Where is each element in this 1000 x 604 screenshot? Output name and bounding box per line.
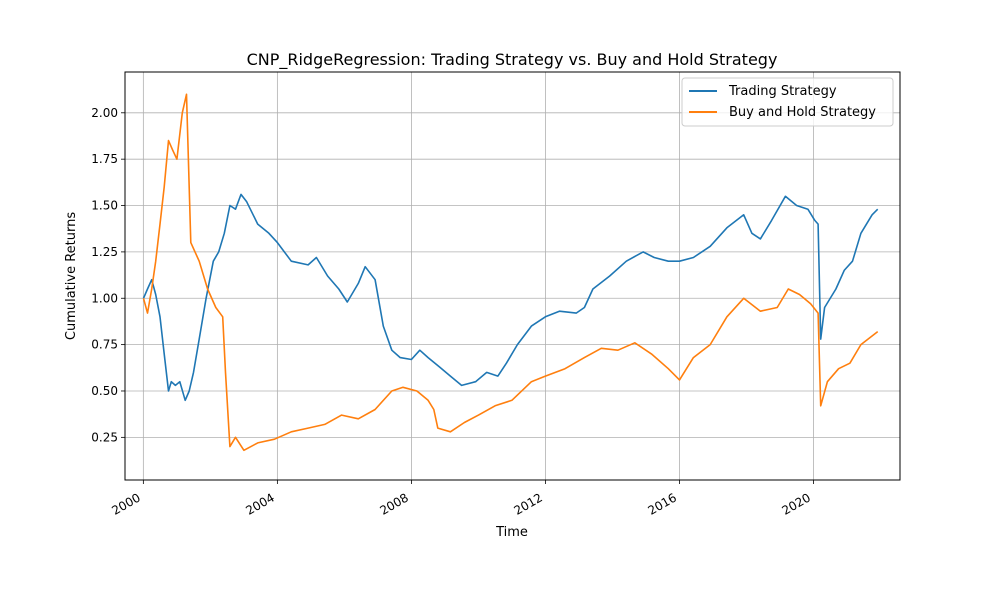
series-line-1 bbox=[142, 193, 879, 402]
y-tick-label: 0.25 bbox=[91, 430, 118, 444]
y-tick-label: 1.00 bbox=[91, 291, 118, 305]
y-tick-label: 0.75 bbox=[91, 338, 118, 352]
series-lines bbox=[142, 93, 879, 452]
legend-box bbox=[681, 77, 894, 127]
y-axis: 0.25 0.50 0.75 1.00 1.25 1.50 1.75 2.00 bbox=[91, 106, 125, 444]
y-axis-label: Cumulative Returns bbox=[64, 212, 79, 340]
y-tick-label: 1.25 bbox=[91, 245, 118, 259]
legend-label-1: Trading Strategy bbox=[728, 84, 837, 99]
series-line-2 bbox=[142, 93, 879, 452]
y-tick-label: 1.75 bbox=[91, 152, 118, 166]
plot-frame bbox=[124, 71, 901, 481]
x-axis-label: Time bbox=[495, 525, 528, 540]
y-tick-label: 1.50 bbox=[91, 199, 118, 213]
chart-title: CNP_RidgeRegression: Trading Strategy vs… bbox=[247, 50, 778, 70]
y-tick-label: 2.00 bbox=[91, 106, 118, 120]
legend-label-2: Buy and Hold Strategy bbox=[729, 105, 876, 120]
y-tick-label: 0.50 bbox=[91, 384, 118, 398]
grid-lines bbox=[125, 72, 900, 480]
legend: Trading Strategy Buy and Hold Strategy bbox=[681, 77, 894, 127]
